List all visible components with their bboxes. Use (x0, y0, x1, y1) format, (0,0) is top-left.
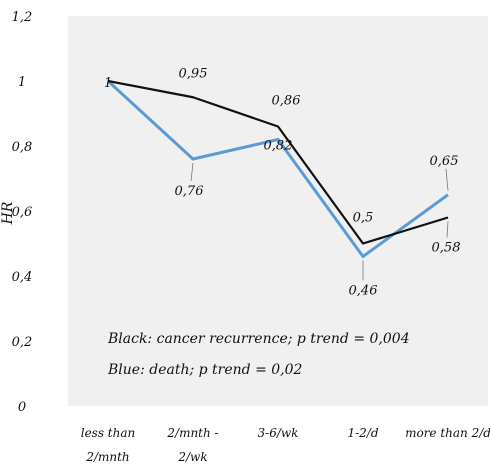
data-label: 0,76 (175, 184, 204, 199)
x-tick-label: 3-6/wk (258, 426, 299, 440)
series-line-black (107, 79, 449, 245)
data-label: 1 (104, 76, 112, 91)
y-axis: 0 0,2 0,4 0,6 0,8 1 1,2 (12, 10, 33, 415)
y-tick-label: 0,8 (12, 140, 33, 155)
y-tick-label: 0,2 (12, 335, 33, 350)
x-tick-label: less than 2/mnth (81, 426, 136, 464)
plot-area (68, 16, 488, 406)
label-leader-line (445, 168, 449, 191)
x-axis: less than 2/mnth 2/mnth -2/wk 3-6/wk 1-2/d mo… (81, 426, 490, 464)
annotation-blue-series: Blue: death; p trend = 0,02 (107, 362, 303, 378)
series-lines (106, 79, 449, 258)
y-tick-label: 1,2 (12, 10, 33, 25)
y-tick-label: 0 (18, 400, 26, 415)
label-leader-lines (190, 162, 449, 281)
data-label: 0,82 (264, 139, 293, 154)
y-tick-label: 0,6 (12, 205, 33, 220)
label-leader-line (446, 221, 449, 238)
y-axis-label: HR (0, 201, 16, 225)
data-label: 0,95 (179, 66, 208, 81)
x-tick-label: more than 2/d (405, 426, 490, 440)
data-label: 0,86 (272, 94, 301, 109)
x-tick-label: 2/mnth -2/wk (166, 426, 218, 464)
y-tick-label: 1 (18, 75, 26, 90)
data-labels: 1 0,95 0,86 0,5 0,58 0,76 0,82 0,46 0,65 (104, 66, 461, 298)
data-label: 0,65 (430, 154, 459, 169)
annotation-black-series: Black: cancer recurrence; p trend = 0,00… (107, 331, 410, 347)
x-tick-label: 1-2/d (347, 426, 378, 440)
label-leader-line (190, 162, 194, 182)
data-label: 0,58 (432, 241, 461, 256)
data-label: 0,46 (349, 284, 378, 299)
y-tick-label: 0,4 (12, 270, 33, 285)
data-label: 0,5 (353, 211, 374, 226)
